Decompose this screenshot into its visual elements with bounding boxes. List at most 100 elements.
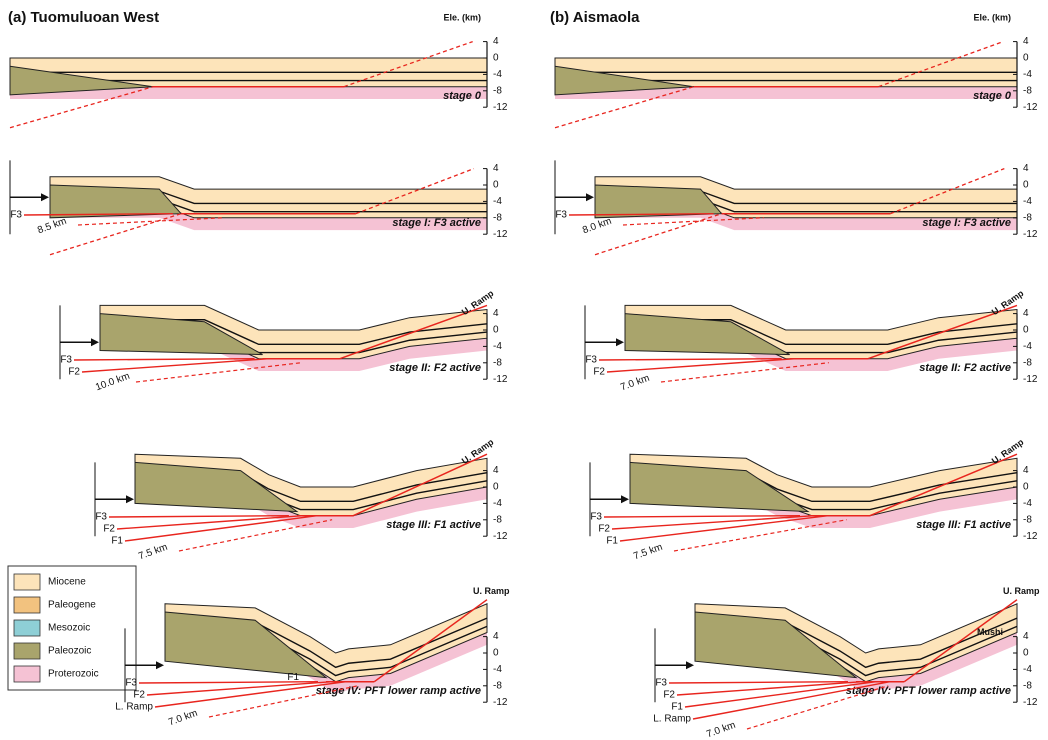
inner-label: Mushi: [977, 627, 1003, 637]
tick-label: -12: [493, 531, 508, 542]
cross-section: stage II: F2 active40-4-8-12F3F27.0 kmU.…: [585, 288, 1038, 394]
tick-label: 0: [493, 482, 499, 493]
tick-label: -4: [1023, 69, 1032, 80]
legend-swatch: [14, 666, 40, 682]
panel-title: (a) Tuomuluoan West: [8, 9, 159, 26]
tick-label: 0: [1023, 53, 1029, 64]
tick-label: -4: [493, 69, 502, 80]
shortening-label: 8.0 km: [581, 216, 613, 237]
tick-label: -4: [1023, 341, 1032, 352]
thrust-fault: [109, 516, 289, 517]
tick-label: -12: [493, 229, 508, 240]
ramp-label: U. Ramp: [1003, 586, 1040, 596]
thrust-fault: [669, 682, 848, 683]
stage-label: stage III: F1 active: [916, 519, 1011, 531]
tick-label: -8: [1023, 357, 1032, 368]
tick-label: 0: [493, 53, 499, 64]
fault-dashed: [747, 686, 888, 729]
tick-label: 4: [1023, 631, 1029, 642]
thrust-fault: [612, 516, 814, 529]
axis-label: Ele. (km): [443, 12, 481, 22]
thrust-fault: [117, 516, 303, 529]
shortening-label: 7.5 km: [632, 542, 664, 563]
inner-label: F1: [287, 672, 299, 683]
figure: MiocenePaleogeneMesozoicPaleozoicProtero…: [0, 0, 1048, 740]
fault-label: F2: [598, 524, 610, 535]
tick-label: 0: [1023, 648, 1029, 659]
tick-label: -8: [493, 357, 502, 368]
fault-label: F2: [133, 690, 145, 701]
tick-label: -12: [493, 374, 508, 385]
shortening-label: 7.0 km: [619, 373, 651, 394]
shortening-label: 7.0 km: [167, 708, 199, 729]
cross-section: stage IV: PFT lower ramp active40-4-8-12…: [653, 586, 1040, 740]
tick-label: -12: [1023, 229, 1038, 240]
tick-label: -12: [1023, 374, 1038, 385]
tick-label: 0: [493, 180, 499, 191]
tick-label: -12: [493, 697, 508, 708]
tick-label: -12: [1023, 102, 1038, 113]
stage-label: stage III: F1 active: [386, 519, 481, 531]
arrow-head: [156, 661, 164, 669]
tick-label: 4: [1023, 465, 1029, 476]
stage-label: stage 0: [443, 90, 482, 102]
fault-label: F3: [10, 210, 22, 221]
arrow-head: [586, 193, 594, 201]
arrow-head: [616, 338, 624, 346]
tick-label: 0: [493, 325, 499, 336]
stage-label: stage IV: PFT lower ramp active: [316, 685, 481, 697]
legend-label: Miocene: [48, 577, 86, 588]
arrow-head: [621, 495, 629, 503]
tick-label: -8: [493, 514, 502, 525]
tick-label: 4: [493, 163, 499, 174]
tick-label: 4: [493, 36, 499, 47]
tick-label: -4: [493, 341, 502, 352]
tick-label: -8: [1023, 85, 1032, 96]
tick-label: 0: [1023, 482, 1029, 493]
stage-label: stage II: F2 active: [389, 362, 481, 374]
legend-swatch: [14, 597, 40, 613]
fault-label: F1: [671, 702, 683, 713]
tick-label: 4: [1023, 36, 1029, 47]
axis-label: Ele. (km): [973, 12, 1011, 22]
tick-label: -8: [493, 680, 502, 691]
fault-label: F1: [606, 536, 618, 547]
tick-label: -12: [1023, 531, 1038, 542]
thrust-fault: [677, 682, 862, 695]
shortening-label: 7.0 km: [705, 720, 737, 740]
shortening-label: 7.5 km: [137, 542, 169, 563]
tick-label: -4: [1023, 498, 1032, 509]
tick-label: -12: [1023, 697, 1038, 708]
tick-label: 0: [1023, 180, 1029, 191]
legend: MiocenePaleogeneMesozoicPaleozoicProtero…: [8, 566, 136, 690]
tick-label: -8: [493, 85, 502, 96]
tick-label: 0: [493, 648, 499, 659]
arrow-head: [91, 338, 99, 346]
legend-swatch: [14, 620, 40, 636]
tick-label: -8: [1023, 680, 1032, 691]
legend-swatch: [14, 574, 40, 590]
fault-dashed: [595, 214, 722, 255]
tick-label: -8: [1023, 514, 1032, 525]
thrust-fault: [620, 516, 828, 541]
thrust-fault: [147, 682, 332, 695]
tick-label: -8: [1023, 212, 1032, 223]
tick-label: 4: [493, 465, 499, 476]
thrust-fault: [125, 516, 317, 541]
fault-label: F3: [95, 512, 107, 523]
tick-label: -4: [493, 498, 502, 509]
tick-label: 4: [1023, 308, 1029, 319]
tick-label: -4: [493, 664, 502, 675]
cross-section: stage II: F2 active40-4-8-12F3F210.0 kmU…: [60, 288, 508, 394]
fault-label: F3: [585, 355, 597, 366]
stage-label: stage II: F2 active: [919, 362, 1011, 374]
tick-label: -4: [1023, 196, 1032, 207]
tick-label: 4: [493, 631, 499, 642]
stage-label: stage 0: [973, 90, 1012, 102]
fault-label: F3: [125, 678, 137, 689]
fault-dashed: [136, 363, 301, 382]
thrust-fault: [604, 516, 800, 517]
stage-label: stage I: F3 active: [922, 217, 1011, 229]
